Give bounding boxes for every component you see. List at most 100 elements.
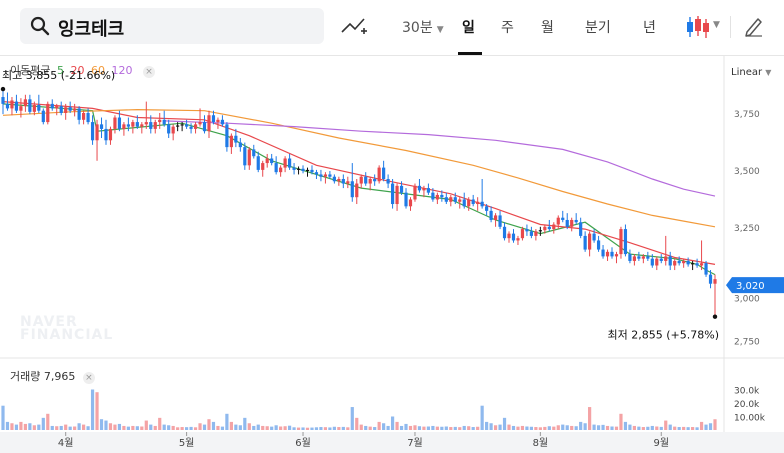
volume-bar xyxy=(184,427,189,430)
volume-bar xyxy=(167,425,171,430)
volume-bar xyxy=(489,423,493,430)
candle-body xyxy=(650,258,654,266)
candle-body xyxy=(431,192,435,200)
volume-bar xyxy=(570,425,574,430)
volume-bar xyxy=(153,425,157,430)
high-marker xyxy=(0,86,6,92)
candle-body xyxy=(176,125,180,127)
volume-bar xyxy=(287,425,292,430)
candle-body xyxy=(574,219,578,223)
scale-mode-toggle[interactable]: Linear ▼ xyxy=(731,67,771,78)
candle-body xyxy=(462,199,466,207)
interval-dropdown[interactable]: 30분 ▼ xyxy=(402,17,444,37)
volume-bar xyxy=(117,423,122,430)
candle-type-icon[interactable] xyxy=(684,14,712,40)
candle-body xyxy=(158,119,162,123)
volume-bar xyxy=(426,426,431,430)
stock-search-box[interactable]: 잉크테크 xyxy=(20,8,324,44)
candle-body xyxy=(5,103,10,109)
volume-legend: 거래량 7,965 × xyxy=(10,368,95,384)
volume-bar xyxy=(408,425,413,430)
candle-body xyxy=(440,194,444,198)
candle-body xyxy=(610,251,614,257)
candle-body xyxy=(73,108,77,111)
candle-body xyxy=(646,256,650,259)
candle-body xyxy=(659,258,663,261)
tab-monthly[interactable]: 월 xyxy=(541,20,554,36)
low-marker xyxy=(712,314,718,319)
volume-bar xyxy=(149,424,153,430)
tab-quarterly[interactable]: 분기 xyxy=(585,20,611,36)
watermark-line-1: NAVER xyxy=(20,314,78,330)
candle-body xyxy=(502,226,507,239)
candle-body xyxy=(301,168,305,172)
volume-bar xyxy=(646,426,650,430)
candle-body xyxy=(10,100,14,109)
candle-body xyxy=(82,112,86,120)
watermark-line-2: FINANCIAL xyxy=(20,327,114,343)
volume-bar xyxy=(596,425,601,430)
high-annotation: 최고 3,855 (-21.66%) xyxy=(2,69,115,82)
volume-bar xyxy=(686,427,690,430)
volume-tick-label: 10.00k xyxy=(734,414,766,424)
chevron-down-icon[interactable]: ▼ xyxy=(713,20,720,30)
volume-bar xyxy=(247,423,251,430)
candle-body xyxy=(435,194,439,200)
candle-body xyxy=(570,219,574,227)
volume-bar xyxy=(198,423,202,430)
time-axis-band xyxy=(0,432,784,453)
scale-mode-label: Linear xyxy=(731,67,763,78)
volume-bar xyxy=(440,426,444,430)
current-price-label: 3,020 xyxy=(736,281,765,292)
candle-body xyxy=(90,122,95,141)
candle-body xyxy=(122,124,126,129)
pencil-icon[interactable] xyxy=(744,15,764,37)
volume-bar xyxy=(614,426,619,430)
candle-body xyxy=(552,224,556,230)
candle-body xyxy=(377,167,381,182)
candle-body xyxy=(511,233,516,241)
ma20-label: 20 xyxy=(70,64,85,77)
candle-body xyxy=(126,124,130,127)
candle-body xyxy=(310,169,314,173)
candle-body xyxy=(413,185,417,200)
volume-bar xyxy=(23,423,27,430)
moving-average-legend: 이동평균 5 20 60 120 × xyxy=(10,62,158,78)
volume-bar xyxy=(547,426,551,430)
trendline-tool-icon[interactable] xyxy=(340,14,368,38)
volume-bar xyxy=(77,423,81,430)
candle-body xyxy=(373,178,377,182)
close-icon[interactable]: × xyxy=(82,372,95,384)
candle-body xyxy=(493,215,498,220)
candle-body xyxy=(695,263,699,266)
volume-tick-label: 30.0k xyxy=(734,387,760,397)
volume-bar xyxy=(583,423,587,430)
tab-daily[interactable]: 일 xyxy=(462,20,475,36)
close-icon[interactable]: × xyxy=(142,66,155,78)
volume-bar xyxy=(305,427,310,430)
axes: 2,750 3,000 3,250 3,500 3,750 30.0k 20.0k 10.00… xyxy=(58,110,766,449)
volume-bar xyxy=(619,413,623,430)
candle-body xyxy=(596,240,601,250)
volume-bar xyxy=(207,419,211,430)
volume-bar xyxy=(332,426,336,430)
candle-body xyxy=(1,97,5,104)
tab-yearly[interactable]: 년 xyxy=(643,20,656,36)
candle-body xyxy=(32,105,36,112)
volume-bar xyxy=(673,426,677,430)
candle-body xyxy=(243,147,247,166)
candle-body xyxy=(368,178,372,184)
volume-bar xyxy=(279,426,283,430)
candle-body xyxy=(283,158,287,168)
volume-bar xyxy=(135,426,139,430)
search-input[interactable]: 잉크테크 xyxy=(58,19,125,40)
volume-bar xyxy=(561,424,565,430)
candle-body xyxy=(274,163,278,173)
ma60-label: 60 xyxy=(90,64,105,77)
candle-body xyxy=(565,219,569,227)
candle-body xyxy=(234,135,238,143)
price-tick-label: 3,500 xyxy=(734,167,760,177)
volume-bar xyxy=(10,423,14,430)
tab-weekly[interactable]: 주 xyxy=(501,20,514,36)
